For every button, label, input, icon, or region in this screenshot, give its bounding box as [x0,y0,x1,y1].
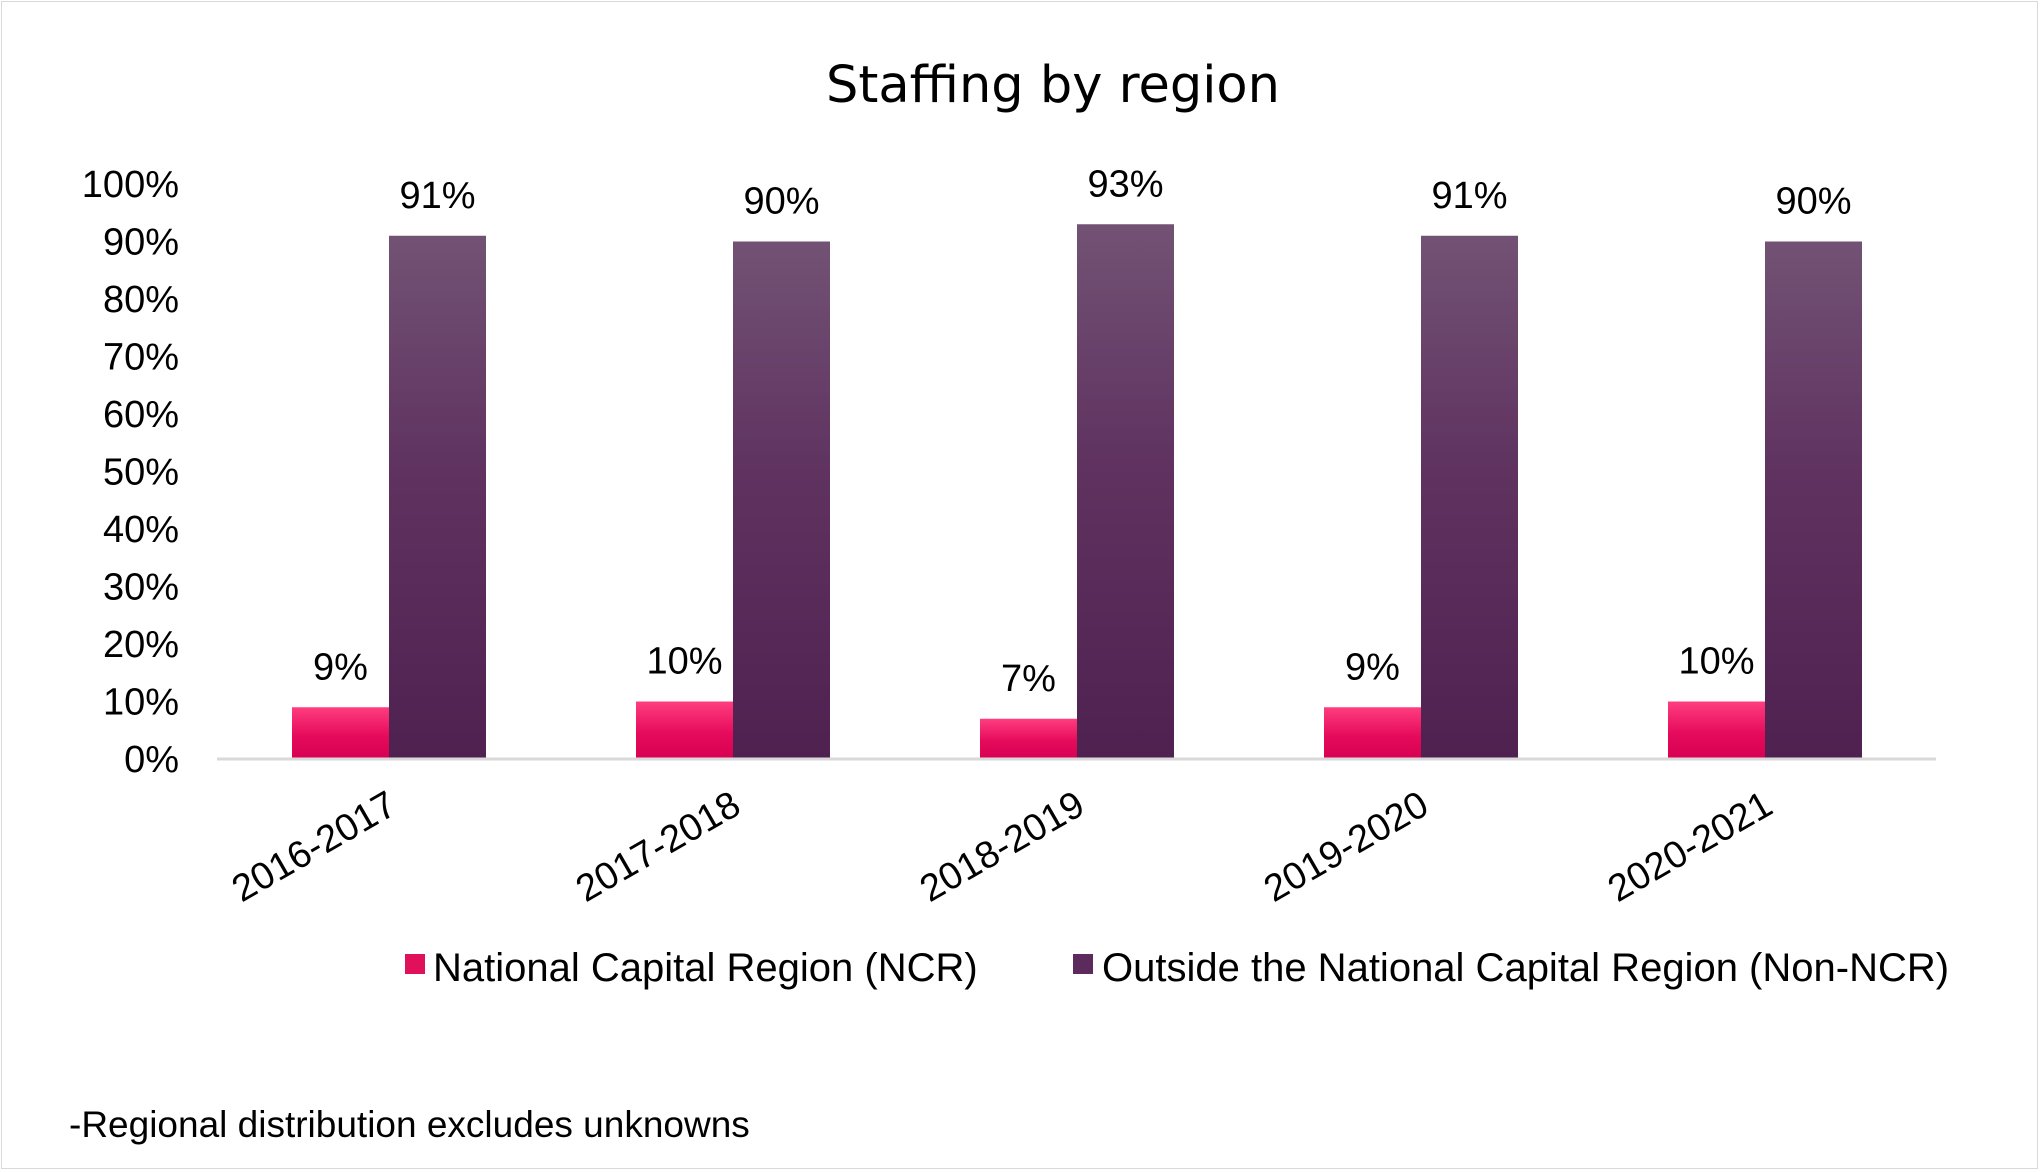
x-category-label: 2018-2019 [913,783,1091,910]
legend-label-ncr: National Capital Region (NCR) [433,946,978,990]
data-label-non-ncr-2019-2020: 91% [1431,175,1507,217]
y-tick-label: 0% [124,739,179,781]
x-axis-categories: 2016-2017 2017-2018 2018-2019 2019-2020 2020… [225,783,1779,910]
data-label-ncr-2016-2017: 9% [313,646,368,688]
legend-item-non-ncr: Outside the National Capital Region (Non… [1073,946,1949,990]
y-tick-label: 60% [103,394,179,436]
data-labels: 9% 91% 10% 90% 7% 93% 9% 91% 10% 90% [313,163,1851,700]
bar-non-ncr-2017-2018 [733,241,830,759]
x-category-label: 2016-2017 [225,783,403,910]
data-label-ncr-2019-2020: 9% [1345,646,1400,688]
x-category-label: 2019-2020 [1257,783,1435,910]
data-label-non-ncr-2020-2021: 90% [1775,181,1851,223]
y-tick-label: 10% [103,682,179,724]
legend-swatch-ncr [405,954,425,974]
y-tick-label: 20% [103,624,179,666]
x-category-label: 2020-2021 [1601,783,1779,910]
y-tick-label: 40% [103,509,179,551]
bar-ncr-2019-2020 [1324,707,1421,759]
y-tick-label: 90% [103,222,179,264]
bar-non-ncr-2018-2019 [1077,224,1174,759]
legend: National Capital Region (NCR) Outside th… [405,946,1949,990]
y-tick-label: 70% [103,337,179,379]
bar-ncr-2018-2019 [980,718,1077,759]
data-label-ncr-2017-2018: 10% [646,641,722,683]
data-label-ncr-2020-2021: 10% [1678,641,1754,683]
bar-ncr-2017-2018 [636,701,733,759]
data-label-non-ncr-2017-2018: 90% [743,181,819,223]
y-axis-ticks: 0% 10% 20% 30% 40% 50% 60% 70% 80% 90% 100% [82,164,179,781]
footnote: -Regional distribution excludes unknowns [69,1104,750,1145]
y-tick-label: 30% [103,567,179,609]
y-tick-label: 50% [103,452,179,494]
legend-swatch-non-ncr [1073,954,1093,974]
y-tick-label: 80% [103,279,179,321]
y-tick-label: 100% [82,164,179,206]
data-label-ncr-2018-2019: 7% [1001,658,1056,700]
data-label-non-ncr-2016-2017: 91% [399,175,475,217]
legend-item-ncr: National Capital Region (NCR) [405,946,978,990]
x-category-label: 2017-2018 [569,783,747,910]
bars [292,224,1862,759]
data-label-non-ncr-2018-2019: 93% [1087,163,1163,205]
chart-title: Staffing by region [826,56,1280,115]
bar-ncr-2016-2017 [292,707,389,759]
legend-label-non-ncr: Outside the National Capital Region (Non… [1102,946,1949,990]
bar-non-ncr-2016-2017 [389,235,486,759]
bar-ncr-2020-2021 [1668,701,1765,759]
bar-non-ncr-2020-2021 [1765,241,1862,759]
bar-non-ncr-2019-2020 [1421,235,1518,759]
